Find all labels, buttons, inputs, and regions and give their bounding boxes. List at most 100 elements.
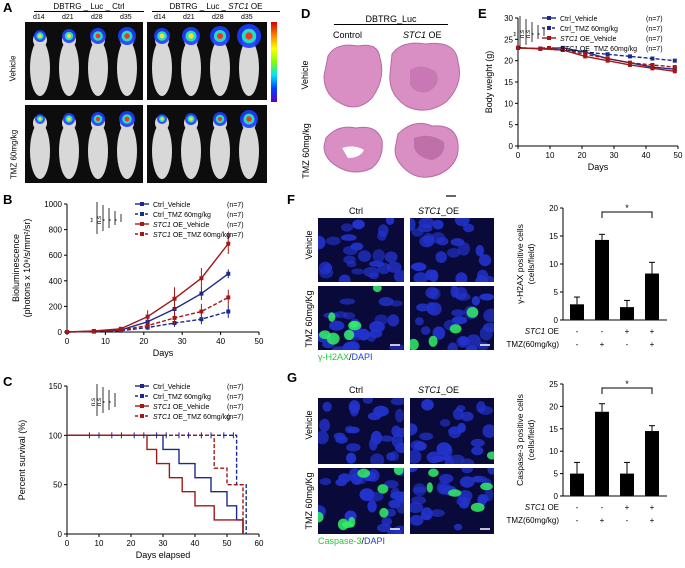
legend-n: (n=7) (227, 414, 244, 421)
x-axis-label: Days (153, 348, 174, 358)
bar (570, 304, 584, 320)
nucleus (346, 443, 361, 452)
positive-cell (466, 307, 479, 318)
nucleus (395, 408, 404, 423)
stc1-sign: + (650, 503, 655, 512)
panel-b-label: B (3, 192, 13, 207)
data-point (583, 50, 588, 55)
panel-g-micro-oe-vehicle (410, 398, 494, 464)
data-point (605, 58, 610, 63)
signal-core (188, 33, 194, 39)
day-label: d28 (91, 14, 103, 21)
panel-a-row-tmz: TMZ 60mg/kg (9, 129, 19, 180)
positive-cell (326, 332, 340, 345)
nucleus (427, 302, 442, 316)
stc1-sign: - (601, 503, 604, 512)
legend-marker (547, 16, 551, 20)
stain-gh2ax: γ-H2AX (318, 352, 350, 362)
y-tick-label: 200 (49, 302, 63, 311)
signal-core (66, 33, 72, 39)
nucleus (451, 309, 465, 317)
positive-cell (318, 511, 324, 523)
panel-d-brain-sections (323, 42, 460, 197)
positive-cell (480, 482, 493, 491)
positive-cell (470, 502, 485, 512)
nucleus (395, 442, 404, 453)
series-line (67, 434, 244, 534)
data-point (672, 67, 677, 72)
x-tick-label: 50 (674, 151, 683, 160)
nucleus (393, 270, 404, 282)
y-axis-label-units: (photons x 10⁸/s/mm²/sr) (22, 219, 32, 318)
x-tick-label: 30 (610, 151, 619, 160)
nucleus (453, 287, 468, 300)
nucleus (318, 235, 326, 250)
tmz-sign: + (650, 516, 655, 525)
mouse-body (88, 40, 108, 96)
tmz-sign: - (626, 516, 629, 525)
day-label: d28 (212, 14, 224, 21)
mouse-body (210, 123, 230, 179)
data-point (560, 45, 565, 50)
nucleus (410, 502, 424, 513)
panel-a-image-oe-tmz (147, 105, 267, 183)
sig-bracket (601, 387, 653, 394)
signal-core (160, 117, 164, 121)
panel-c-chart: 0 10 20 30 40 50 60 0 50 100 150 Days elapsed Percen… (17, 382, 264, 560)
data-point (605, 52, 610, 57)
nucleus (461, 468, 474, 474)
nucleus (410, 449, 422, 464)
positive-cell (449, 324, 462, 334)
nucleus (318, 430, 329, 445)
tmz-sign: - (626, 340, 629, 349)
x-tick-label: 10 (101, 337, 110, 346)
nucleus (359, 488, 375, 502)
tmz-sign: + (600, 516, 605, 525)
panel-f-micro-oe-vehicle (410, 218, 494, 282)
legend-n: (n=7) (227, 212, 244, 219)
legend-n: (n=7) (227, 202, 244, 209)
mouse-body (239, 123, 259, 179)
panel-d-row-tmz: TMZ 60mg/kg (301, 123, 311, 179)
nucleus (348, 400, 361, 414)
nucleus (455, 272, 468, 282)
positive-cell (348, 320, 362, 331)
nucleus (384, 251, 398, 263)
nucleus (370, 453, 385, 464)
panel-g-oe-suffix: _OE (441, 385, 460, 395)
nucleus (322, 401, 332, 412)
day-label: d35 (120, 14, 132, 21)
tmz-sign: - (576, 340, 579, 349)
mouse-body (59, 40, 79, 96)
positive-cell (357, 468, 370, 478)
nucleus (456, 405, 466, 412)
panel-f-row-vehicle: Vehicle (304, 230, 314, 260)
stc1-sign: - (576, 327, 579, 336)
data-point (226, 309, 231, 314)
legend-marker (140, 232, 144, 236)
panel-a-oe-group: DBTRG _ Luc _ STC1 OE (152, 2, 280, 12)
nucleus (465, 345, 478, 350)
nucleus (416, 303, 430, 312)
y-tick-label: 5 (554, 470, 559, 479)
nucleus (420, 513, 430, 520)
panel-f-bar-chart: 0 5 10 15 20 γ-H2AX positive cells (cells/fiel… (507, 203, 667, 349)
data-point (172, 296, 177, 301)
signal-core (95, 116, 101, 122)
panel-c-label: C (3, 374, 13, 389)
nucleus (421, 326, 431, 335)
x-axis-label: Days (588, 162, 609, 172)
panel-g-stain-label: Caspase-3/DAPI (318, 536, 385, 546)
legend-marker (140, 202, 144, 206)
data-point (672, 58, 677, 63)
nucleus (338, 473, 352, 483)
y-axis-label: Body weight (g) (484, 51, 494, 114)
nucleus (331, 346, 348, 350)
panel-d-col-control: Control (333, 30, 363, 40)
nucleus (367, 500, 377, 513)
nucleus (470, 438, 485, 447)
nucleus (362, 398, 373, 404)
nucleus (450, 238, 465, 247)
sig-label: ** (91, 217, 97, 222)
oe-group-suffix: OE (248, 2, 263, 11)
